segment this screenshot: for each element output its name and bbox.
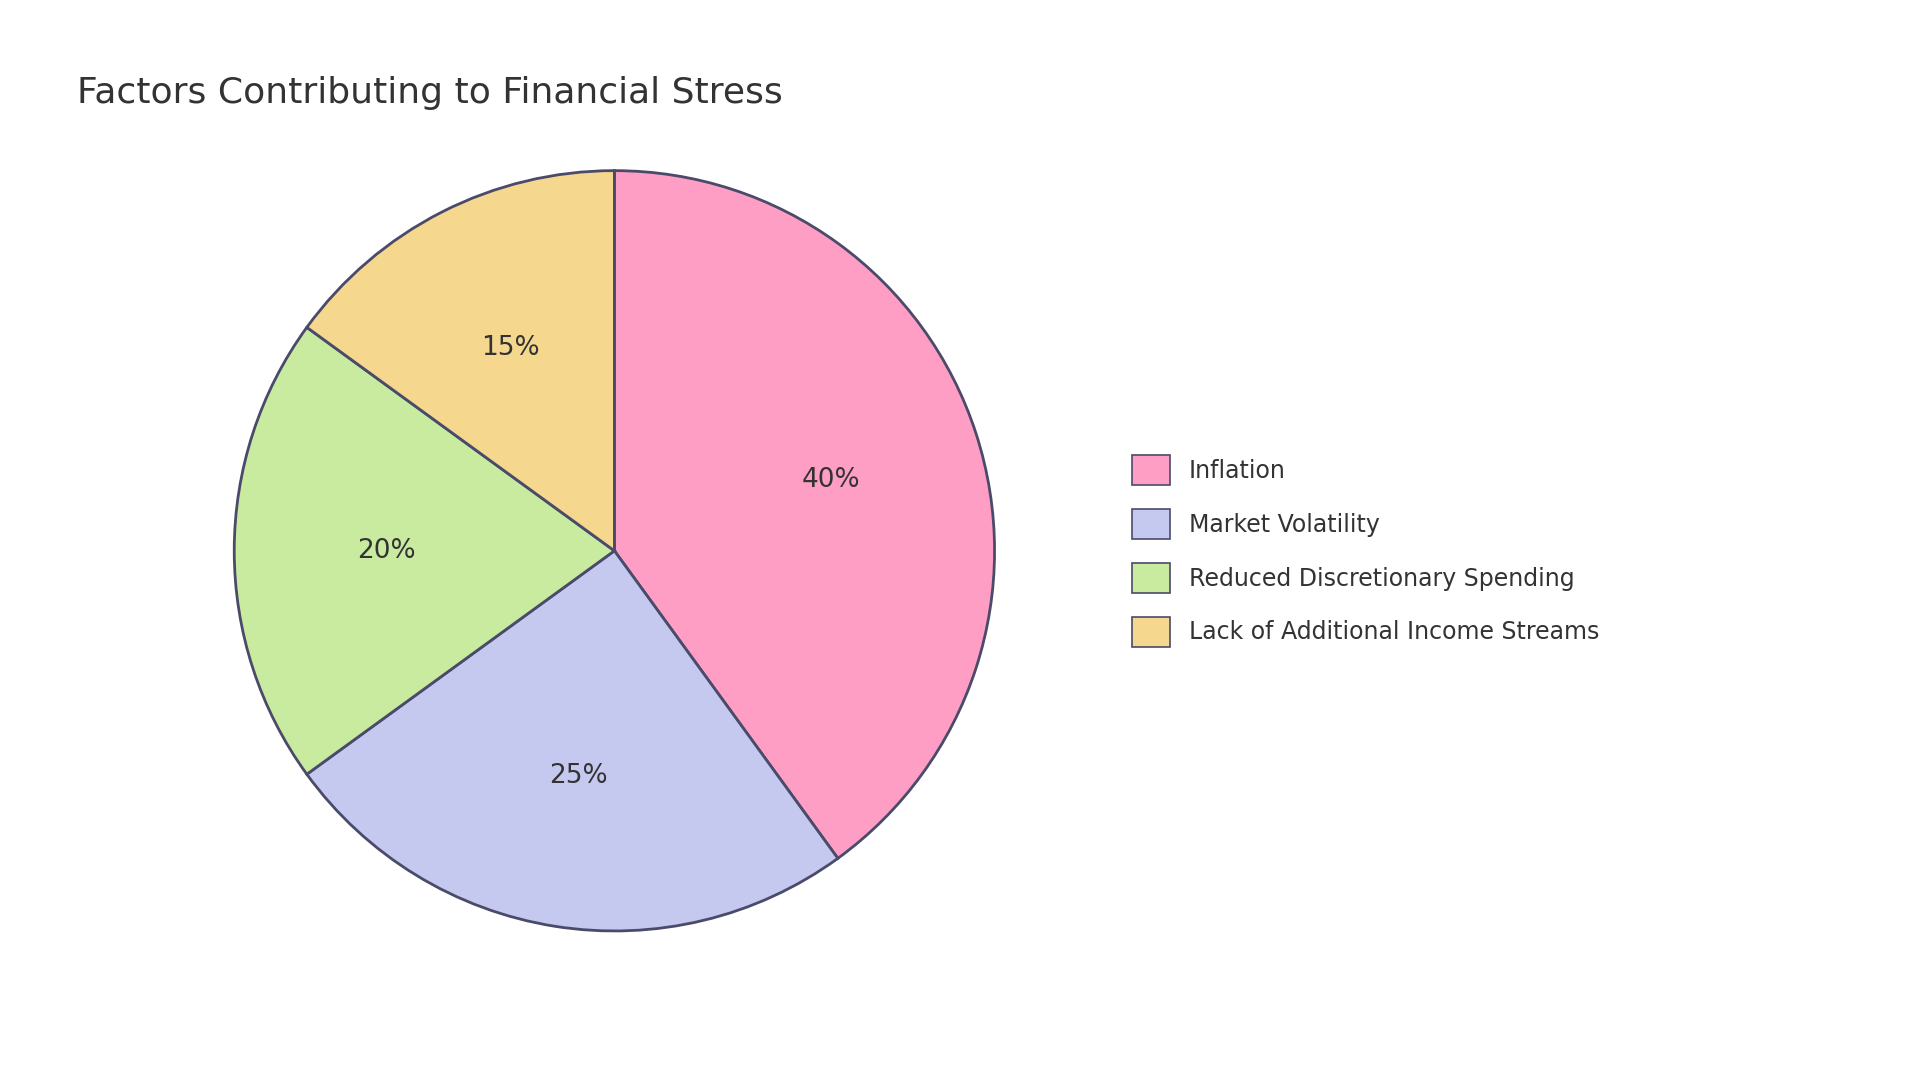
Legend: Inflation, Market Volatility, Reduced Discretionary Spending, Lack of Additional: Inflation, Market Volatility, Reduced Di…	[1121, 443, 1611, 659]
Wedge shape	[234, 327, 614, 774]
Text: 15%: 15%	[482, 335, 540, 361]
Wedge shape	[307, 171, 614, 551]
Wedge shape	[614, 171, 995, 859]
Text: Factors Contributing to Financial Stress: Factors Contributing to Financial Stress	[77, 76, 783, 109]
Text: 25%: 25%	[549, 764, 609, 789]
Text: 20%: 20%	[357, 538, 415, 564]
Text: 40%: 40%	[803, 468, 860, 494]
Wedge shape	[307, 551, 837, 931]
